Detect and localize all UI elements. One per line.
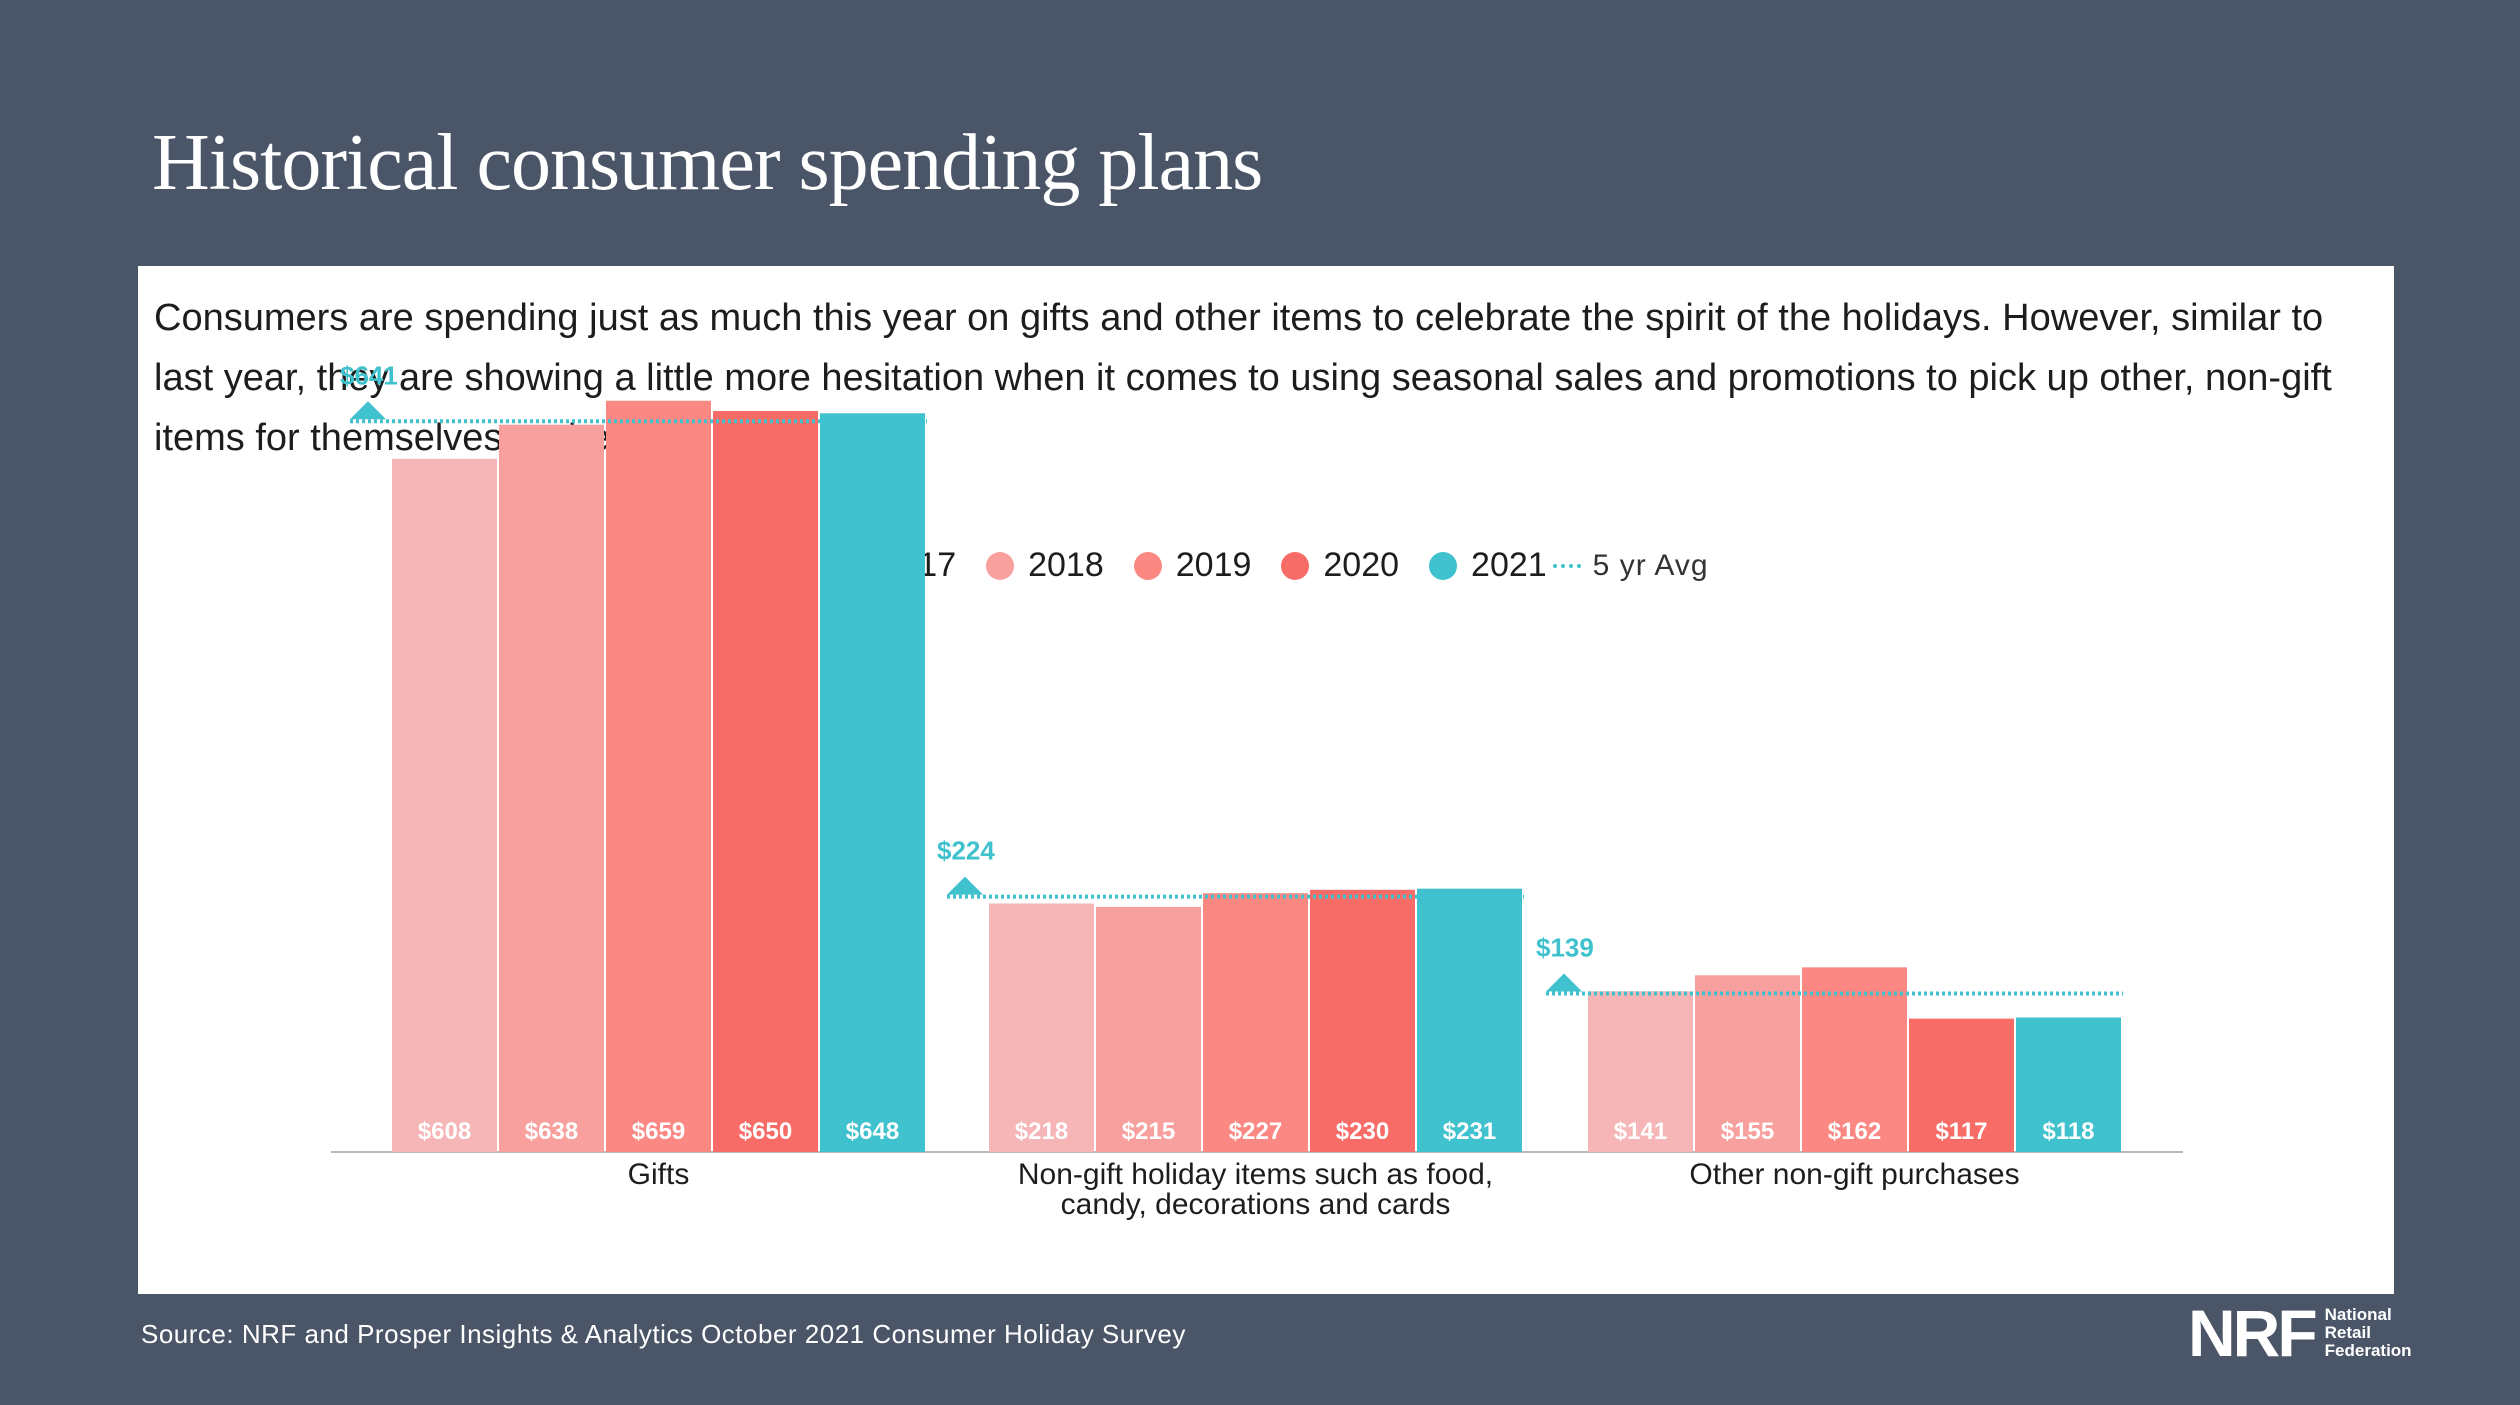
intro-text: Consumers are spending just as much this… xyxy=(154,297,2332,459)
bar-2018-1 xyxy=(499,424,604,1152)
bar-value-label: $650 xyxy=(739,1118,792,1145)
legend-swatch xyxy=(1133,551,1162,580)
legend-dotted-line xyxy=(1552,563,1581,568)
logo-line: National xyxy=(2324,1305,2392,1324)
bar-value-label: $218 xyxy=(1015,1118,1068,1145)
bar-value-label: $659 xyxy=(632,1118,685,1145)
bar-value-label: $155 xyxy=(1721,1118,1774,1145)
bar-2020-3 xyxy=(1909,1018,2014,1152)
legend-label: 2018 xyxy=(1028,546,1104,584)
bar-2017-3 xyxy=(1588,991,1693,1152)
legend-item-2020: 2020 xyxy=(1281,546,1399,585)
legend-item-5yr-avg: 5 yr Avg xyxy=(1552,548,1709,583)
bar-2017-2 xyxy=(989,903,1094,1152)
bar-value-label: $648 xyxy=(846,1118,899,1145)
bar-2019-2 xyxy=(1203,893,1308,1152)
legend-item-2019: 2019 xyxy=(1133,546,1252,585)
average-value-label: $139 xyxy=(1536,933,1594,963)
bar-2019-1 xyxy=(606,400,711,1152)
logo-mark: NRF xyxy=(2188,1296,2318,1370)
source-note: Source: NRF and Prosper Insights & Analy… xyxy=(141,1319,1186,1349)
bar-2021-3 xyxy=(2016,1017,2121,1152)
legend-label: 2019 xyxy=(1175,546,1252,584)
category-label: Non-gift holiday items such as food, xyxy=(1018,1158,1493,1191)
legend-item-2018: 2018 xyxy=(986,546,1104,585)
bar-2021-2 xyxy=(1417,888,1522,1152)
bar-value-label: $608 xyxy=(418,1118,471,1145)
bar-value-label: $162 xyxy=(1828,1118,1881,1145)
bar-value-label: $118 xyxy=(2042,1118,2094,1145)
bar-2019-3 xyxy=(1802,967,1907,1152)
bar-value-label: $638 xyxy=(525,1118,578,1145)
bar-value-label: $141 xyxy=(1614,1118,1667,1145)
legend-label: 2020 xyxy=(1323,546,1400,584)
legend-item-2021: 2021 xyxy=(1429,546,1547,585)
bar-2018-2 xyxy=(1096,906,1201,1152)
average-value-label: $641 xyxy=(340,360,398,390)
logo-line: Retail xyxy=(2324,1323,2371,1342)
category-label: candy, decorations and cards xyxy=(1061,1188,1451,1221)
nrf-logo: NRF National Retail Federation xyxy=(2188,1300,2412,1366)
bar-value-label: $231 xyxy=(1443,1118,1496,1145)
bar-value-label: $215 xyxy=(1122,1118,1175,1145)
legend-swatch xyxy=(1429,551,1458,580)
average-marker xyxy=(350,401,386,420)
bar-2020-2 xyxy=(1310,889,1415,1152)
average-value-label: $224 xyxy=(937,836,995,866)
legend-label: 2021 xyxy=(1471,546,1547,584)
logo-line: Federation xyxy=(2324,1341,2412,1360)
bar-2017-1 xyxy=(392,458,497,1152)
legend-label: 5 yr Avg xyxy=(1592,548,1709,582)
legend-swatch xyxy=(1281,551,1310,580)
bar-value-label: $227 xyxy=(1229,1118,1282,1145)
category-label: Other non-gift purchases xyxy=(1689,1158,2019,1191)
bar-2018-3 xyxy=(1695,975,1800,1152)
average-marker xyxy=(947,876,983,895)
page-title: Historical consumer spending plans xyxy=(152,119,1263,207)
category-label: Gifts xyxy=(628,1158,690,1191)
bar-2020-1 xyxy=(713,411,818,1152)
average-marker xyxy=(1546,973,1582,992)
bar-chart: $608 $638 $659 $650 $648 Gifts $641 $218 $215 $22… xyxy=(331,360,2183,1221)
logo-wordmark: National Retail Federation xyxy=(2325,1306,2412,1360)
bar-value-label: $117 xyxy=(1935,1118,1987,1145)
bar-value-label: $230 xyxy=(1336,1118,1389,1145)
legend-swatch xyxy=(986,551,1015,580)
content-panel: Consumers are spending just as much this… xyxy=(138,266,2394,1294)
bar-2021-1 xyxy=(820,413,925,1152)
